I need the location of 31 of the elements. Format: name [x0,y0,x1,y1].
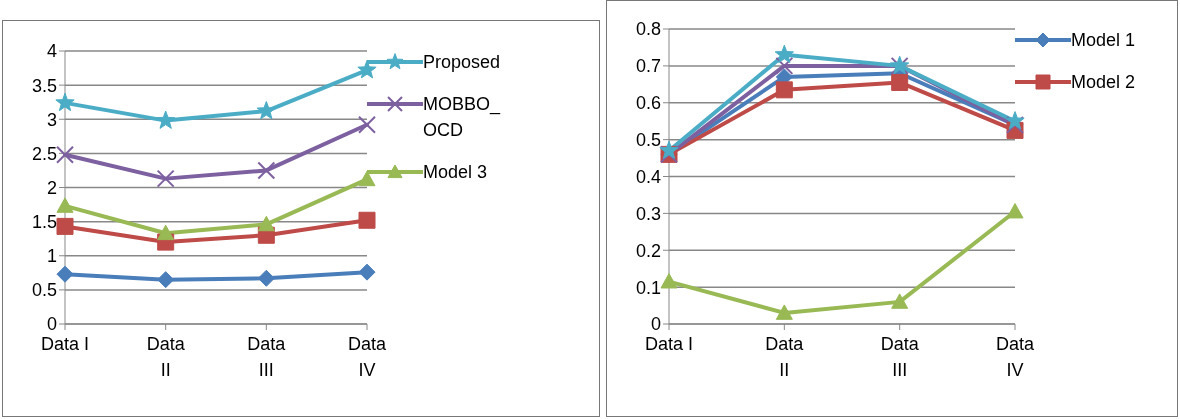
x-tick-label: Data I [644,334,694,354]
y-tick-label: 4 [46,41,57,62]
y-tick-label: 2 [46,177,57,198]
y-tick-label: 0 [46,314,57,335]
y-tick-label: 3 [46,109,57,130]
legend-label: MOBBO_OCD [423,93,502,142]
y-tick-label: 1.5 [31,212,57,233]
legend-label: Model 2 [1071,71,1137,94]
x-tick-label: Data IV [347,334,387,380]
legend-label: Model 1 [1071,29,1137,52]
legend-label: Proposed [423,51,502,74]
y-tick-label: 0.3 [635,203,661,224]
x-tick-label: Data II [146,334,186,380]
y-tick-label: 0.6 [635,93,661,114]
y-tick-label: 0.5 [31,280,57,301]
x-tick-label: Data III [880,334,920,380]
y-tick-label: 3.5 [31,75,57,96]
y-tick-label: 0.5 [635,130,661,151]
y-tick-label: 2.5 [31,143,57,164]
x-tick-label: Data II [765,334,805,380]
legend-label: Model 3 [423,161,489,184]
x-tick-label: Data I [40,334,90,354]
y-tick-label: 0 [650,314,661,335]
x-tick-label: Data IV [995,334,1035,380]
y-tick-label: 0.8 [635,19,661,40]
x-tick-label: Data III [247,334,287,380]
y-tick-label: 0.2 [635,240,661,261]
y-tick-label: 1 [46,246,57,267]
y-tick-label: 0.4 [635,166,661,187]
y-tick-label: 0.7 [635,56,661,77]
y-tick-label: 0.1 [635,277,661,298]
